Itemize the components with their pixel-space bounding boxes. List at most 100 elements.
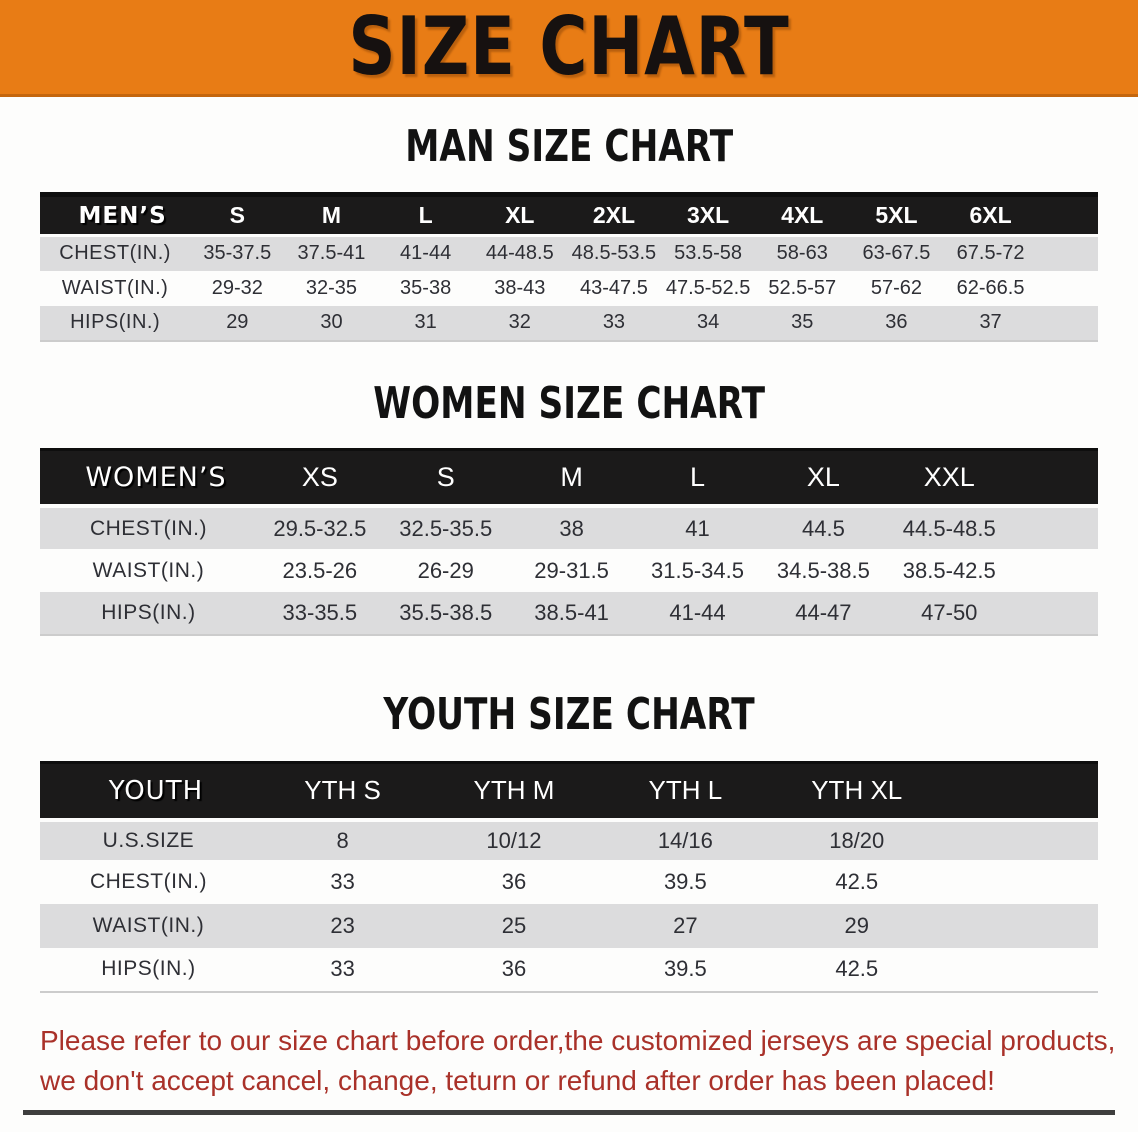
header-filler [942,762,1098,822]
cell-filler [1037,270,1098,306]
size-cell: 37 [943,305,1038,341]
cell-filler [942,903,1098,948]
row-label: CHEST(IN.) [40,506,257,549]
men-hips-row: HIPS(IN.) 29 30 31 32 33 34 35 36 37 [40,305,1098,341]
size-cell: 29.5-32.5 [256,506,383,549]
women-col-header: M [508,449,635,508]
size-cell: 35-38 [378,270,473,306]
youth-header-row: YOUTH YTH S YTH M YTH L YTH XL [40,762,1098,822]
size-cell: 32.5-35.5 [382,506,509,549]
cell-filler [1012,506,1098,549]
size-cell: 43-47.5 [566,270,662,306]
size-cell: 42.5 [771,859,943,904]
size-cell: 34 [661,305,756,341]
men-col-header: 6XL [943,194,1038,237]
size-cell: 44-48.5 [472,235,567,271]
size-cell: 32 [472,305,567,341]
row-label: HIPS(IN.) [40,947,257,992]
men-size-table: MEN’S S M L XL 2XL 3XL 4XL 5XL 6XL CHEST… [40,192,1098,342]
size-cell: 67.5-72 [943,235,1038,271]
cell-filler [942,859,1098,904]
size-cell: 33-35.5 [256,592,383,635]
youth-size-table: YOUTH YTH S YTH M YTH L YTH XL U.S.SIZE … [40,761,1098,993]
size-cell: 27 [599,903,772,948]
youth-col-header: YTH M [428,762,600,822]
cell-filler [1012,549,1098,592]
size-cell: 44.5 [760,506,887,549]
row-label: CHEST(IN.) [40,235,191,271]
size-cell: 47-50 [886,592,1013,635]
size-cell: 33 [256,947,429,992]
cell-filler [942,819,1098,860]
size-cell: 31.5-34.5 [634,549,761,592]
row-label: WAIST(IN.) [40,270,191,306]
youth-ussize-row: U.S.SIZE 8 10/12 14/16 18/20 [40,819,1098,860]
men-col-header: L [378,194,473,237]
men-header-row: MEN’S S M L XL 2XL 3XL 4XL 5XL 6XL [40,194,1098,237]
women-col-header: L [634,449,761,508]
women-heading-text: WOMEN SIZE CHART [373,377,765,429]
row-label: CHEST(IN.) [40,859,257,904]
cell-filler [1012,592,1098,635]
men-col-header: XL [472,194,567,237]
size-cell: 14/16 [599,819,772,860]
size-cell: 10/12 [428,819,600,860]
size-cell: 57-62 [849,270,944,306]
women-col-header: XXL [886,449,1013,508]
cell-filler [1037,235,1098,271]
women-size-table: WOMEN’S XS S M L XL XXL CHEST(IN.) 29.5-… [40,447,1098,636]
size-cell: 33 [256,859,429,904]
size-cell: 36 [849,305,944,341]
men-chest-row: CHEST(IN.) 35-37.5 37.5-41 41-44 44-48.5… [40,235,1098,271]
women-col-header: XL [760,449,887,508]
women-section-heading: WOMEN SIZE CHART [0,377,1138,429]
youth-col-header: YTH XL [771,762,943,822]
row-label: HIPS(IN.) [40,305,191,341]
women-header-row: WOMEN’S XS S M L XL XXL [40,449,1098,508]
size-cell: 39.5 [599,859,772,904]
size-cell: 41 [634,506,761,549]
size-cell: 38.5-42.5 [886,549,1013,592]
size-cell: 35 [755,305,850,341]
men-col-header: 5XL [849,194,944,237]
size-cell: 38.5-41 [508,592,635,635]
size-cell: 53.5-58 [661,235,756,271]
header-filler [1037,194,1098,237]
size-cell: 37.5-41 [284,235,379,271]
youth-heading-text: YOUTH SIZE CHART [383,689,755,740]
size-cell: 58-63 [755,235,850,271]
size-cell: 29-31.5 [508,549,635,592]
row-label: HIPS(IN.) [40,592,257,635]
cell-filler [942,947,1098,992]
youth-section-heading: YOUTH SIZE CHART [0,690,1138,740]
size-cell: 41-44 [634,592,761,635]
size-cell: 52.5-57 [755,270,850,306]
size-cell: 29 [190,305,285,341]
disclaimer-line-2: we don't accept cancel, change, teturn o… [40,1064,995,1096]
size-cell: 23.5-26 [256,549,383,592]
size-cell: 29-32 [190,270,285,306]
youth-col-header: YTH L [599,762,772,822]
size-cell: 33 [566,305,662,341]
women-hips-row: HIPS(IN.) 33-35.5 35.5-38.5 38.5-41 41-4… [40,592,1098,635]
women-col-header: S [382,449,509,508]
size-cell: 26-29 [382,549,509,592]
youth-waist-row: WAIST(IN.) 23 25 27 29 [40,903,1098,948]
bottom-crop-bar [23,1109,1115,1115]
size-cell: 18/20 [771,819,943,860]
size-cell: 23 [256,903,429,948]
size-cell: 35.5-38.5 [382,592,509,635]
men-col-header: 3XL [661,194,756,237]
size-cell: 48.5-53.5 [566,235,662,271]
size-cell: 38 [508,506,635,549]
women-waist-row: WAIST(IN.) 23.5-26 26-29 29-31.5 31.5-34… [40,549,1098,592]
women-chest-row: CHEST(IN.) 29.5-32.5 32.5-35.5 38 41 44.… [40,506,1098,549]
size-cell: 47.5-52.5 [661,270,756,306]
size-cell: 41-44 [378,235,473,271]
header-filler [1012,449,1098,508]
banner: SIZE CHART [0,0,1138,97]
men-col-header: S [190,194,285,237]
size-cell: 39.5 [599,947,772,992]
cell-filler [1037,305,1098,341]
